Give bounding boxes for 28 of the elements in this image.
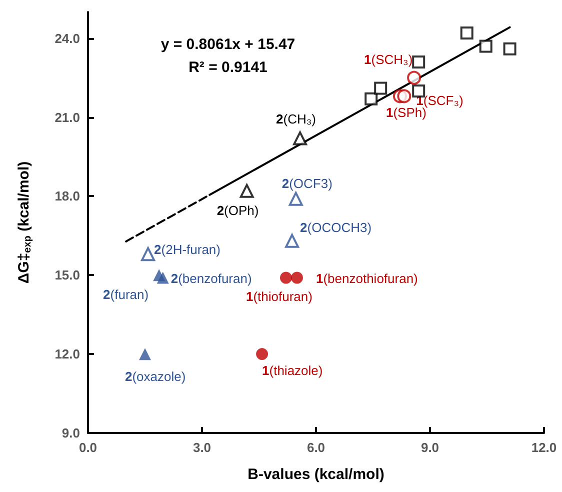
x-tick-label: 0.0 [78,440,98,455]
y-tick-label: 21.0 [54,110,80,125]
x-axis-title: B-values (kcal/mol) [248,466,384,483]
x-tick-label: 9.0 [420,440,440,455]
annotation: 1(SCH₃) [364,52,413,67]
annotation: 2(furan) [103,287,149,302]
annotation: 1(SCF₃) [416,93,464,108]
y-tick-label: 12.0 [54,346,80,362]
annotation: 1(thiofuran) [246,288,312,304]
annotation: 2(CH₃) [276,111,316,126]
y-tick-label: 18.0 [54,188,80,204]
annotation: 1(thiazole) [262,363,323,378]
x-tick-label: 6.0 [306,440,326,455]
annotation: 1(benzothiofuran) [316,270,418,286]
x-tick-label: 12.0 [531,440,557,455]
annotation: 2(oxazole) [125,369,186,384]
annotation: R² = 0.9141 [188,59,268,76]
x-tick-label: 3.0 [192,440,212,455]
y-tick-label: 15.0 [54,268,80,283]
y-tick-label: 24.0 [54,30,80,46]
annotation: 2(OCOCH3) [300,220,372,235]
y-axis-title: ΔG‡exp (kcal/mol) [16,161,34,284]
annotation: 2(2H-furan) [154,242,221,258]
annotation: y = 0.8061x + 15.47 [160,36,296,53]
annotation: 2(benzofuran) [170,270,252,286]
annotation: 2(OCF3) [282,176,332,191]
annotation: 2(OPh) [216,202,259,218]
y-tick-label: 9.0 [62,426,80,440]
